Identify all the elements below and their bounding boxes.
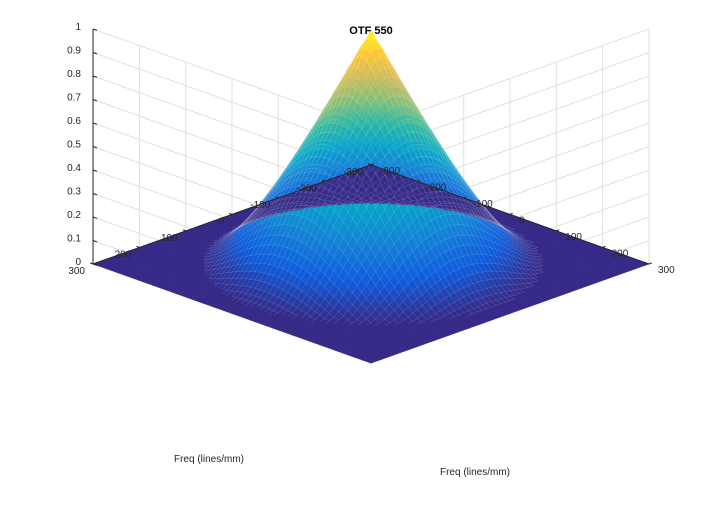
surface-mesh: [92, 28, 650, 364]
